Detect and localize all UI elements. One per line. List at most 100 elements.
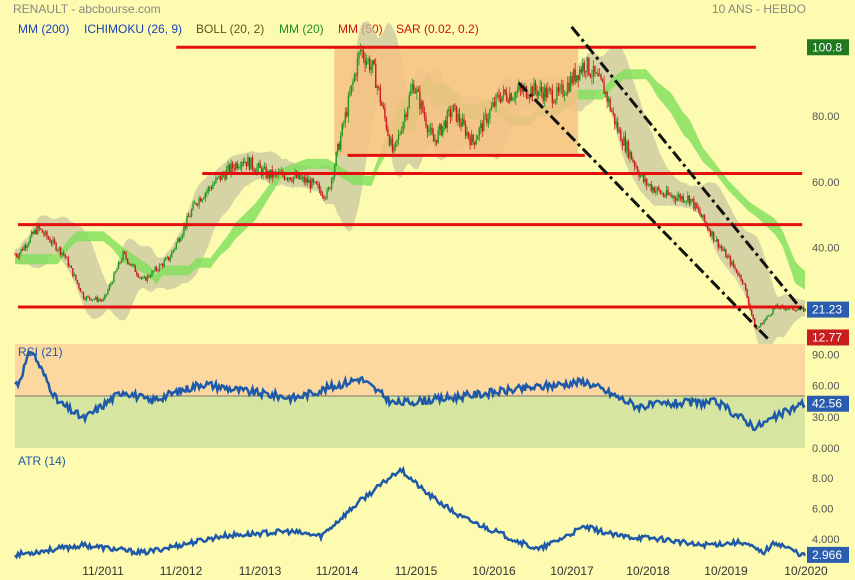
candle-body <box>384 107 386 118</box>
candle-body <box>329 187 331 189</box>
candle-body <box>583 63 585 72</box>
candle-body <box>321 195 324 196</box>
candle-body <box>129 263 132 266</box>
candle-body <box>463 118 465 125</box>
candle-body <box>387 129 389 136</box>
candle-body <box>403 114 406 123</box>
candle-body <box>104 295 106 300</box>
candle-body <box>157 270 159 271</box>
candle-body <box>572 69 575 84</box>
candle-body <box>399 133 401 135</box>
rsi-badge <box>807 395 849 412</box>
candle-body <box>496 94 499 96</box>
candle-body <box>527 97 529 99</box>
rsi-overbought-zone <box>15 344 805 396</box>
candle-body <box>133 264 135 266</box>
candle-body <box>642 174 645 182</box>
legend-item: ICHIMOKU (26, 9) <box>84 22 182 36</box>
candle-body <box>356 58 359 76</box>
candle-body <box>333 165 336 177</box>
candle-body <box>467 132 470 138</box>
candle-body <box>143 276 146 278</box>
candle-body <box>61 252 63 255</box>
candle-body <box>442 126 444 136</box>
candle-body <box>760 323 762 327</box>
candle-body <box>493 102 496 107</box>
candle-body <box>615 122 617 125</box>
atr-panel: ATR (14) 8.00 6.00 4.000 2.966 <box>14 454 849 563</box>
candle-body <box>122 251 124 261</box>
candle-body <box>245 161 248 167</box>
candle-body <box>213 182 216 185</box>
candle-body <box>728 255 730 258</box>
candle-body <box>656 187 659 191</box>
candle-body <box>632 159 634 162</box>
price-tick-label: 80.00 <box>812 111 840 123</box>
x-tick-label: 11/2015 <box>395 564 438 578</box>
candle-body <box>501 95 503 102</box>
candle-body <box>88 296 91 299</box>
candle-body <box>355 74 357 76</box>
candle-body <box>303 176 305 183</box>
candle-body <box>484 114 487 116</box>
candle-body <box>238 166 240 169</box>
candle-body <box>408 95 410 108</box>
candle-body <box>673 195 675 199</box>
candle-body <box>714 240 716 242</box>
candle-body <box>231 163 234 168</box>
candle-body <box>664 196 666 197</box>
candle-body <box>633 161 636 166</box>
candle-body <box>353 74 356 82</box>
candle-body <box>574 69 576 82</box>
candle-body <box>703 214 706 222</box>
candle-body <box>761 323 764 325</box>
candle-body <box>175 242 178 249</box>
legend-item: SAR (0.02, 0.2) <box>396 22 479 36</box>
candle-body <box>58 247 60 251</box>
candle-body <box>499 98 502 102</box>
candle-body <box>665 189 668 197</box>
candle-body <box>443 120 445 127</box>
candle-body <box>545 87 547 98</box>
candle-body <box>47 237 50 240</box>
candle-body <box>241 162 243 167</box>
candle-body <box>601 79 604 83</box>
candle-body <box>621 141 624 146</box>
candle-body <box>289 177 292 180</box>
candle-body <box>362 51 365 59</box>
candle-body <box>732 261 735 267</box>
candle-body <box>612 111 614 114</box>
candle-body <box>795 310 797 312</box>
candle-body <box>737 272 739 276</box>
candle-body <box>617 122 619 132</box>
candle-body <box>735 268 738 273</box>
candle-body <box>66 257 68 259</box>
candle-body <box>346 112 348 117</box>
candle-body <box>694 202 697 209</box>
candle-body <box>577 75 579 80</box>
candle-body <box>91 299 94 301</box>
candle-body <box>350 85 353 94</box>
candle-body <box>533 82 535 97</box>
candle-body <box>69 265 71 267</box>
candle-body <box>314 181 316 183</box>
candle-body <box>49 239 51 243</box>
chart-period-label: 10 ANS - HEBDO <box>712 2 806 16</box>
candle-body <box>754 318 756 328</box>
candle-body <box>318 184 321 190</box>
candle-body <box>706 224 709 229</box>
candle-body <box>591 76 593 78</box>
candle-body <box>764 318 767 321</box>
candle-body <box>259 163 261 168</box>
candle-body <box>440 124 442 136</box>
candle-body <box>358 51 360 59</box>
x-tick-label: 11/2011 <box>82 564 124 578</box>
candle-body <box>46 231 48 238</box>
price-badge-label: 100.8 <box>812 40 842 54</box>
candle-body <box>295 173 298 179</box>
candle-body <box>477 136 479 140</box>
rsi-line <box>14 349 806 432</box>
candle-body <box>233 167 235 170</box>
candle-body <box>556 87 558 101</box>
candle-body <box>169 257 171 261</box>
